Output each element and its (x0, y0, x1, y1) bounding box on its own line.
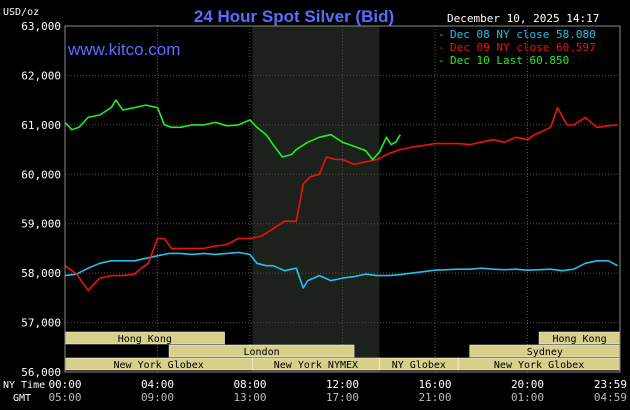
date-label: December 10, 2025 14:17 (447, 12, 599, 25)
price-series (64, 99, 619, 292)
unit-label: USD/oz (3, 7, 39, 18)
ny-time-prefix: NY Time (3, 380, 45, 391)
x-tick-ny: 16:00 (418, 378, 451, 391)
y-tick-label: 57,000 (21, 317, 61, 330)
x-tick-gmt: 04:59 (594, 391, 627, 404)
y-tick-label: 61,000 (21, 119, 61, 132)
x-tick-ny: 00:00 (48, 378, 81, 391)
session-label: Hong Kong (118, 334, 172, 345)
y-tick-label: 60,000 (21, 168, 61, 181)
nymex-session-shade (252, 26, 380, 372)
x-tick-ny: 12:00 (326, 378, 359, 391)
legend-marker: - (438, 28, 445, 41)
chart-title: 24 Hour Spot Silver (Bid) (194, 7, 394, 26)
session-label: New York Globex (114, 360, 204, 371)
x-tick-gmt: 13:00 (233, 391, 266, 404)
legend-marker: - (438, 41, 445, 54)
session-label: New York NYMEX (274, 360, 358, 371)
x-tick-gmt: 09:00 (141, 391, 174, 404)
session-label: Hong Kong (552, 334, 606, 345)
x-tick-ny: 08:00 (233, 378, 266, 391)
legend-entry: Dec 08 NY close 58.080 (450, 28, 596, 41)
session-bar (168, 344, 355, 358)
session-label: NY Globex (392, 360, 446, 371)
x-tick-ny: 20:00 (511, 378, 544, 391)
session-label: London (244, 347, 280, 358)
site-brand: www.kitco.com (67, 40, 180, 59)
x-tick-gmt: 01:00 (511, 391, 544, 404)
series-line (64, 106, 618, 292)
session-bars: Hong Kong Hong Kong London Sydney New York G… (64, 331, 621, 371)
y-tick-label: 56,000 (21, 366, 61, 379)
series-line (64, 251, 619, 289)
y-tick-label: 63,000 (21, 20, 61, 33)
session-label: Sydney (527, 347, 563, 358)
y-tick-label: 62,000 (21, 69, 61, 82)
x-tick-gmt: 21:00 (418, 391, 451, 404)
y-axis: 56,000 57,000 58,000 59,000 60,000 61,000 62,0… (21, 20, 61, 379)
plot-frame (64, 25, 621, 373)
legend-marker: - (438, 54, 445, 67)
legend-entry: Dec 10 Last 60.850 (450, 54, 569, 67)
y-tick-label: 58,000 (21, 267, 61, 280)
legend-entry: Dec 09 NY close 60.597 (450, 41, 596, 54)
x-tick-ny: 04:00 (141, 378, 174, 391)
series-line (64, 99, 401, 161)
gmt-prefix: GMT (13, 393, 31, 404)
session-label: New York Globex (494, 360, 584, 371)
y-tick-label: 59,000 (21, 218, 61, 231)
x-tick-gmt: 17:00 (326, 391, 359, 404)
legend: - Dec 08 NY close 58.080- Dec 09 NY close … (438, 28, 596, 67)
x-tick-ny: 23:59 (594, 378, 627, 391)
x-tick-gmt: 05:00 (48, 391, 81, 404)
